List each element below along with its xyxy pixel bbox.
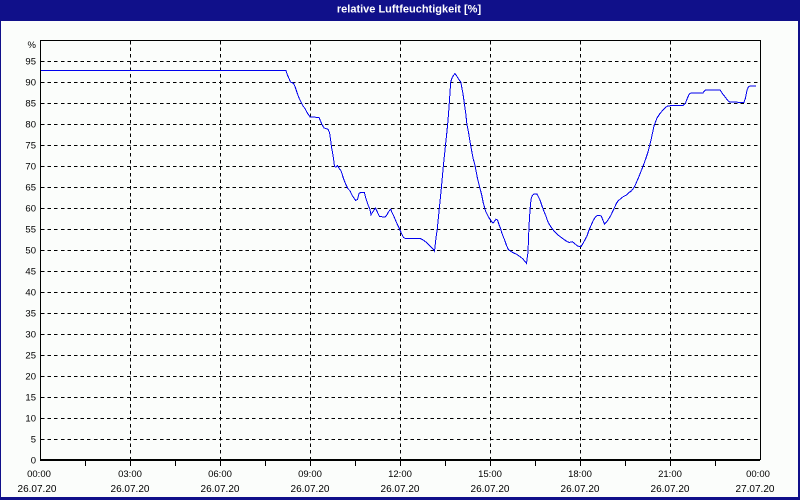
svg-text:80: 80	[25, 120, 36, 131]
svg-text:26.07.20: 26.07.20	[201, 484, 240, 495]
svg-text:55: 55	[25, 225, 36, 236]
svg-text:26.07.20: 26.07.20	[291, 484, 330, 495]
svg-text:26.07.20: 26.07.20	[18, 484, 57, 495]
svg-text:relative Luftfeuchtigkeit [%]: relative Luftfeuchtigkeit [%]	[337, 4, 482, 16]
svg-text:85: 85	[25, 99, 36, 110]
svg-text:26.07.20: 26.07.20	[471, 484, 510, 495]
svg-text:03:00: 03:00	[118, 469, 142, 480]
svg-text:60: 60	[25, 204, 36, 215]
svg-text:21:00: 21:00	[658, 469, 682, 480]
svg-text:26.07.20: 26.07.20	[381, 484, 420, 495]
svg-text:%: %	[28, 40, 37, 51]
svg-text:65: 65	[25, 183, 36, 194]
svg-text:26.07.20: 26.07.20	[561, 484, 600, 495]
svg-text:12:00: 12:00	[388, 469, 412, 480]
svg-text:50: 50	[25, 246, 36, 257]
svg-text:25: 25	[25, 351, 36, 362]
svg-text:70: 70	[25, 162, 36, 173]
svg-text:09:00: 09:00	[298, 469, 322, 480]
svg-text:00:00: 00:00	[746, 469, 770, 480]
svg-text:00:00: 00:00	[27, 469, 51, 480]
svg-text:18:00: 18:00	[568, 469, 592, 480]
svg-text:0: 0	[31, 456, 36, 467]
svg-text:95: 95	[25, 57, 36, 68]
svg-text:20: 20	[25, 372, 36, 383]
svg-text:06:00: 06:00	[208, 469, 232, 480]
svg-text:75: 75	[25, 141, 36, 152]
svg-text:26.07.20: 26.07.20	[111, 484, 150, 495]
svg-text:90: 90	[25, 78, 36, 89]
svg-text:15: 15	[25, 393, 36, 404]
svg-text:40: 40	[25, 288, 36, 299]
svg-text:26.07.20: 26.07.20	[651, 484, 690, 495]
svg-text:5: 5	[31, 435, 36, 446]
svg-text:15:00: 15:00	[478, 469, 502, 480]
svg-text:30: 30	[25, 330, 36, 341]
svg-text:35: 35	[25, 309, 36, 320]
svg-text:10: 10	[25, 414, 36, 425]
svg-text:45: 45	[25, 267, 36, 278]
svg-text:27.07.20: 27.07.20	[736, 484, 775, 495]
